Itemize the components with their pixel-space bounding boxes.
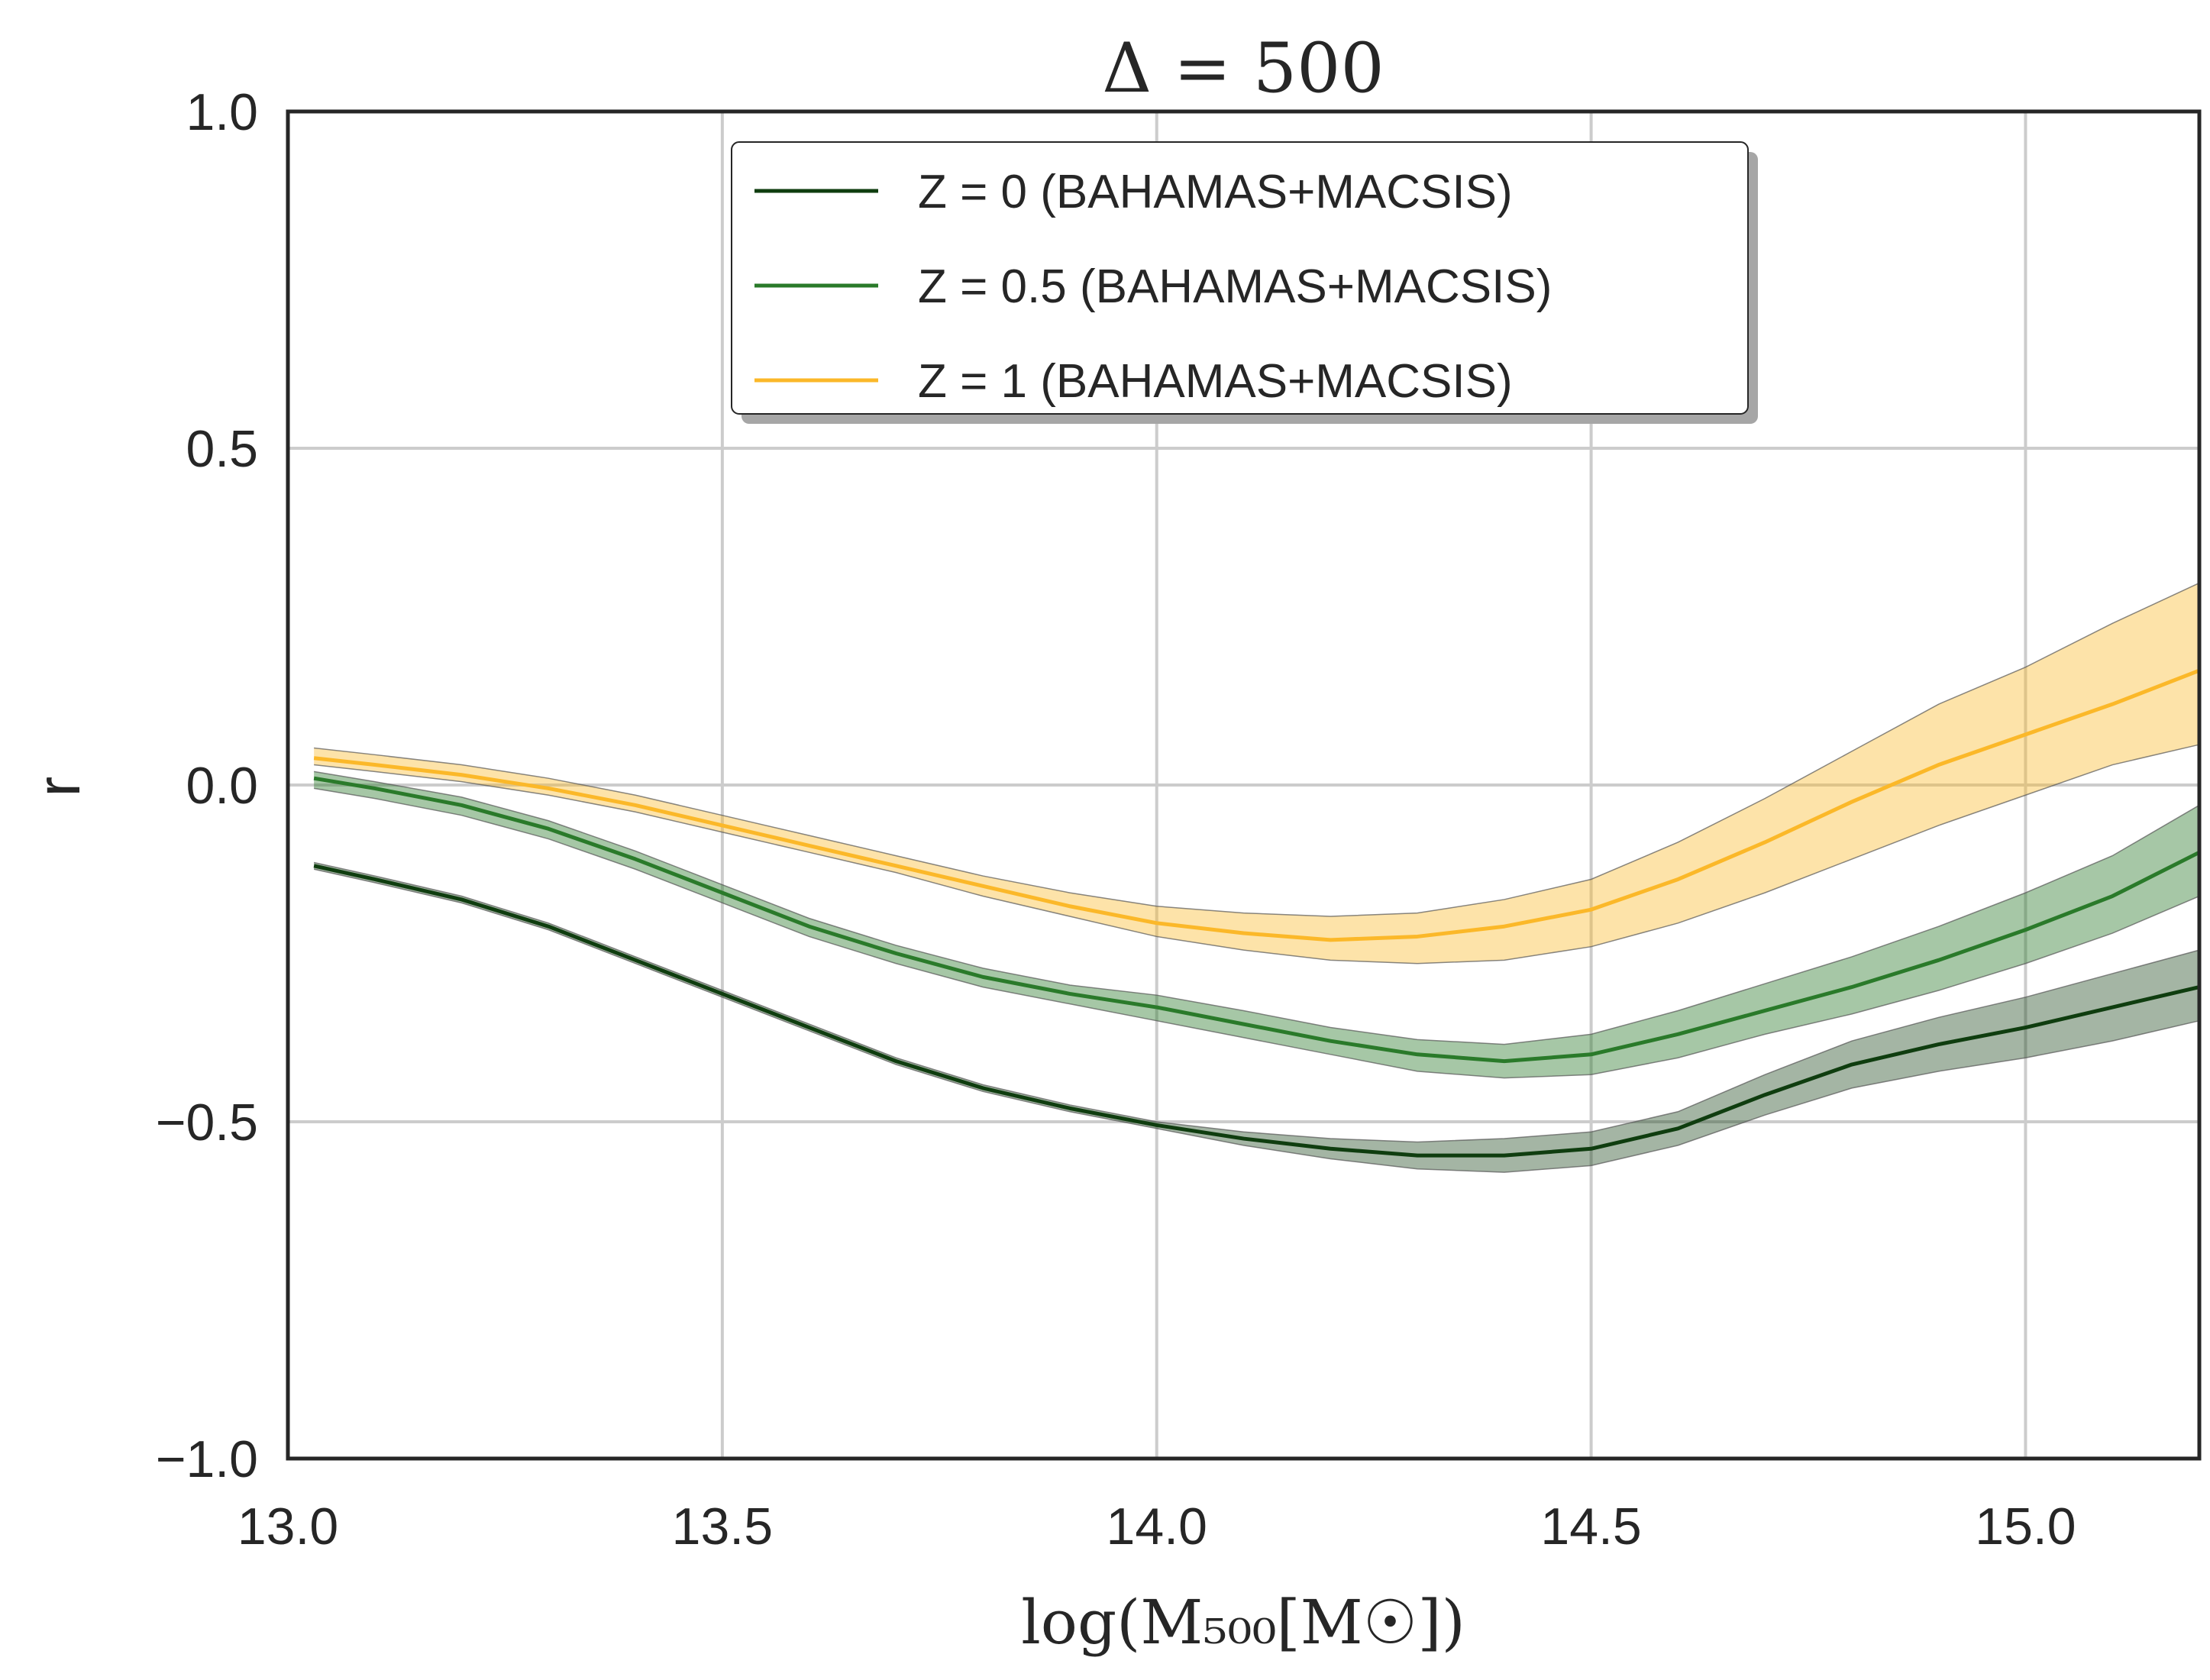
x-tick-label: 13.0 — [237, 1497, 338, 1556]
y-tick-label: 1.0 — [186, 83, 258, 141]
legend: Z = 0 (BAHAMAS+MACSIS) Z = 0.5 (BAHAMAS+M… — [731, 141, 1758, 424]
band-lower-edge-2 — [314, 744, 2200, 964]
band-series-0 — [314, 862, 2199, 1173]
x-tick-label: 13.5 — [672, 1497, 773, 1556]
legend-label: Z = 0.5 (BAHAMAS+MACSIS) — [918, 260, 1552, 313]
band-series-2 — [314, 583, 2199, 964]
y-tick-label: −0.5 — [156, 1094, 258, 1152]
band-upper-edge-1 — [314, 771, 2200, 1045]
y-axis-label-text: r — [24, 777, 92, 797]
band-upper-edge-2 — [314, 582, 2200, 917]
line-series-0 — [313, 864, 2200, 1158]
band-lower-edge-1 — [314, 787, 2200, 1079]
svg-text:log(M₅₀₀[M☉]): log(M₅₀₀[M☉]) — [1021, 1587, 1465, 1658]
y-axis-label: r — [24, 777, 92, 797]
legend-label: Z = 0 (BAHAMAS+MACSIS) — [918, 166, 1513, 218]
band-series-1 — [314, 771, 2199, 1078]
y-tick-label: 0.0 — [186, 757, 258, 815]
legend-label: Z = 1 (BAHAMAS+MACSIS) — [918, 355, 1513, 408]
band-lower-edge-0 — [313, 868, 2200, 1173]
series-lines — [313, 668, 2201, 1158]
y-tick-label: 0.5 — [186, 420, 258, 478]
x-tick-label: 15.0 — [1975, 1497, 2076, 1556]
plot-frame — [286, 109, 2202, 1461]
x-tick-label: 14.5 — [1540, 1497, 1641, 1556]
legend-items: Z = 0 (BAHAMAS+MACSIS) Z = 0.5 (BAHAMAS+M… — [754, 166, 1552, 408]
svg-text:Δ = 500: Δ = 500 — [1102, 28, 1384, 108]
y-tick-labels: 1.0 0.5 0.0 −0.5 −1.0 — [156, 83, 258, 1488]
chart-title-text: Δ = 500 — [1102, 28, 1384, 108]
line-series-1 — [313, 776, 2201, 1064]
y-tick-label: −1.0 — [156, 1430, 258, 1488]
legend-box — [731, 141, 1749, 415]
svg-text:r: r — [24, 777, 92, 797]
line-series-2 — [313, 668, 2200, 942]
x-tick-label: 14.0 — [1107, 1497, 1207, 1556]
band-upper-edge-0 — [313, 861, 2200, 1143]
chart-title: Δ = 500 — [1102, 28, 1384, 108]
x-axis-label: log(M₅₀₀[M☉]) — [1021, 1587, 1465, 1658]
confidence-bands — [313, 582, 2200, 1173]
x-tick-labels: 13.0 13.5 14.0 14.5 15.0 — [237, 1497, 2076, 1556]
x-axis-label-text: log(M₅₀₀[M☉]) — [1021, 1587, 1465, 1658]
